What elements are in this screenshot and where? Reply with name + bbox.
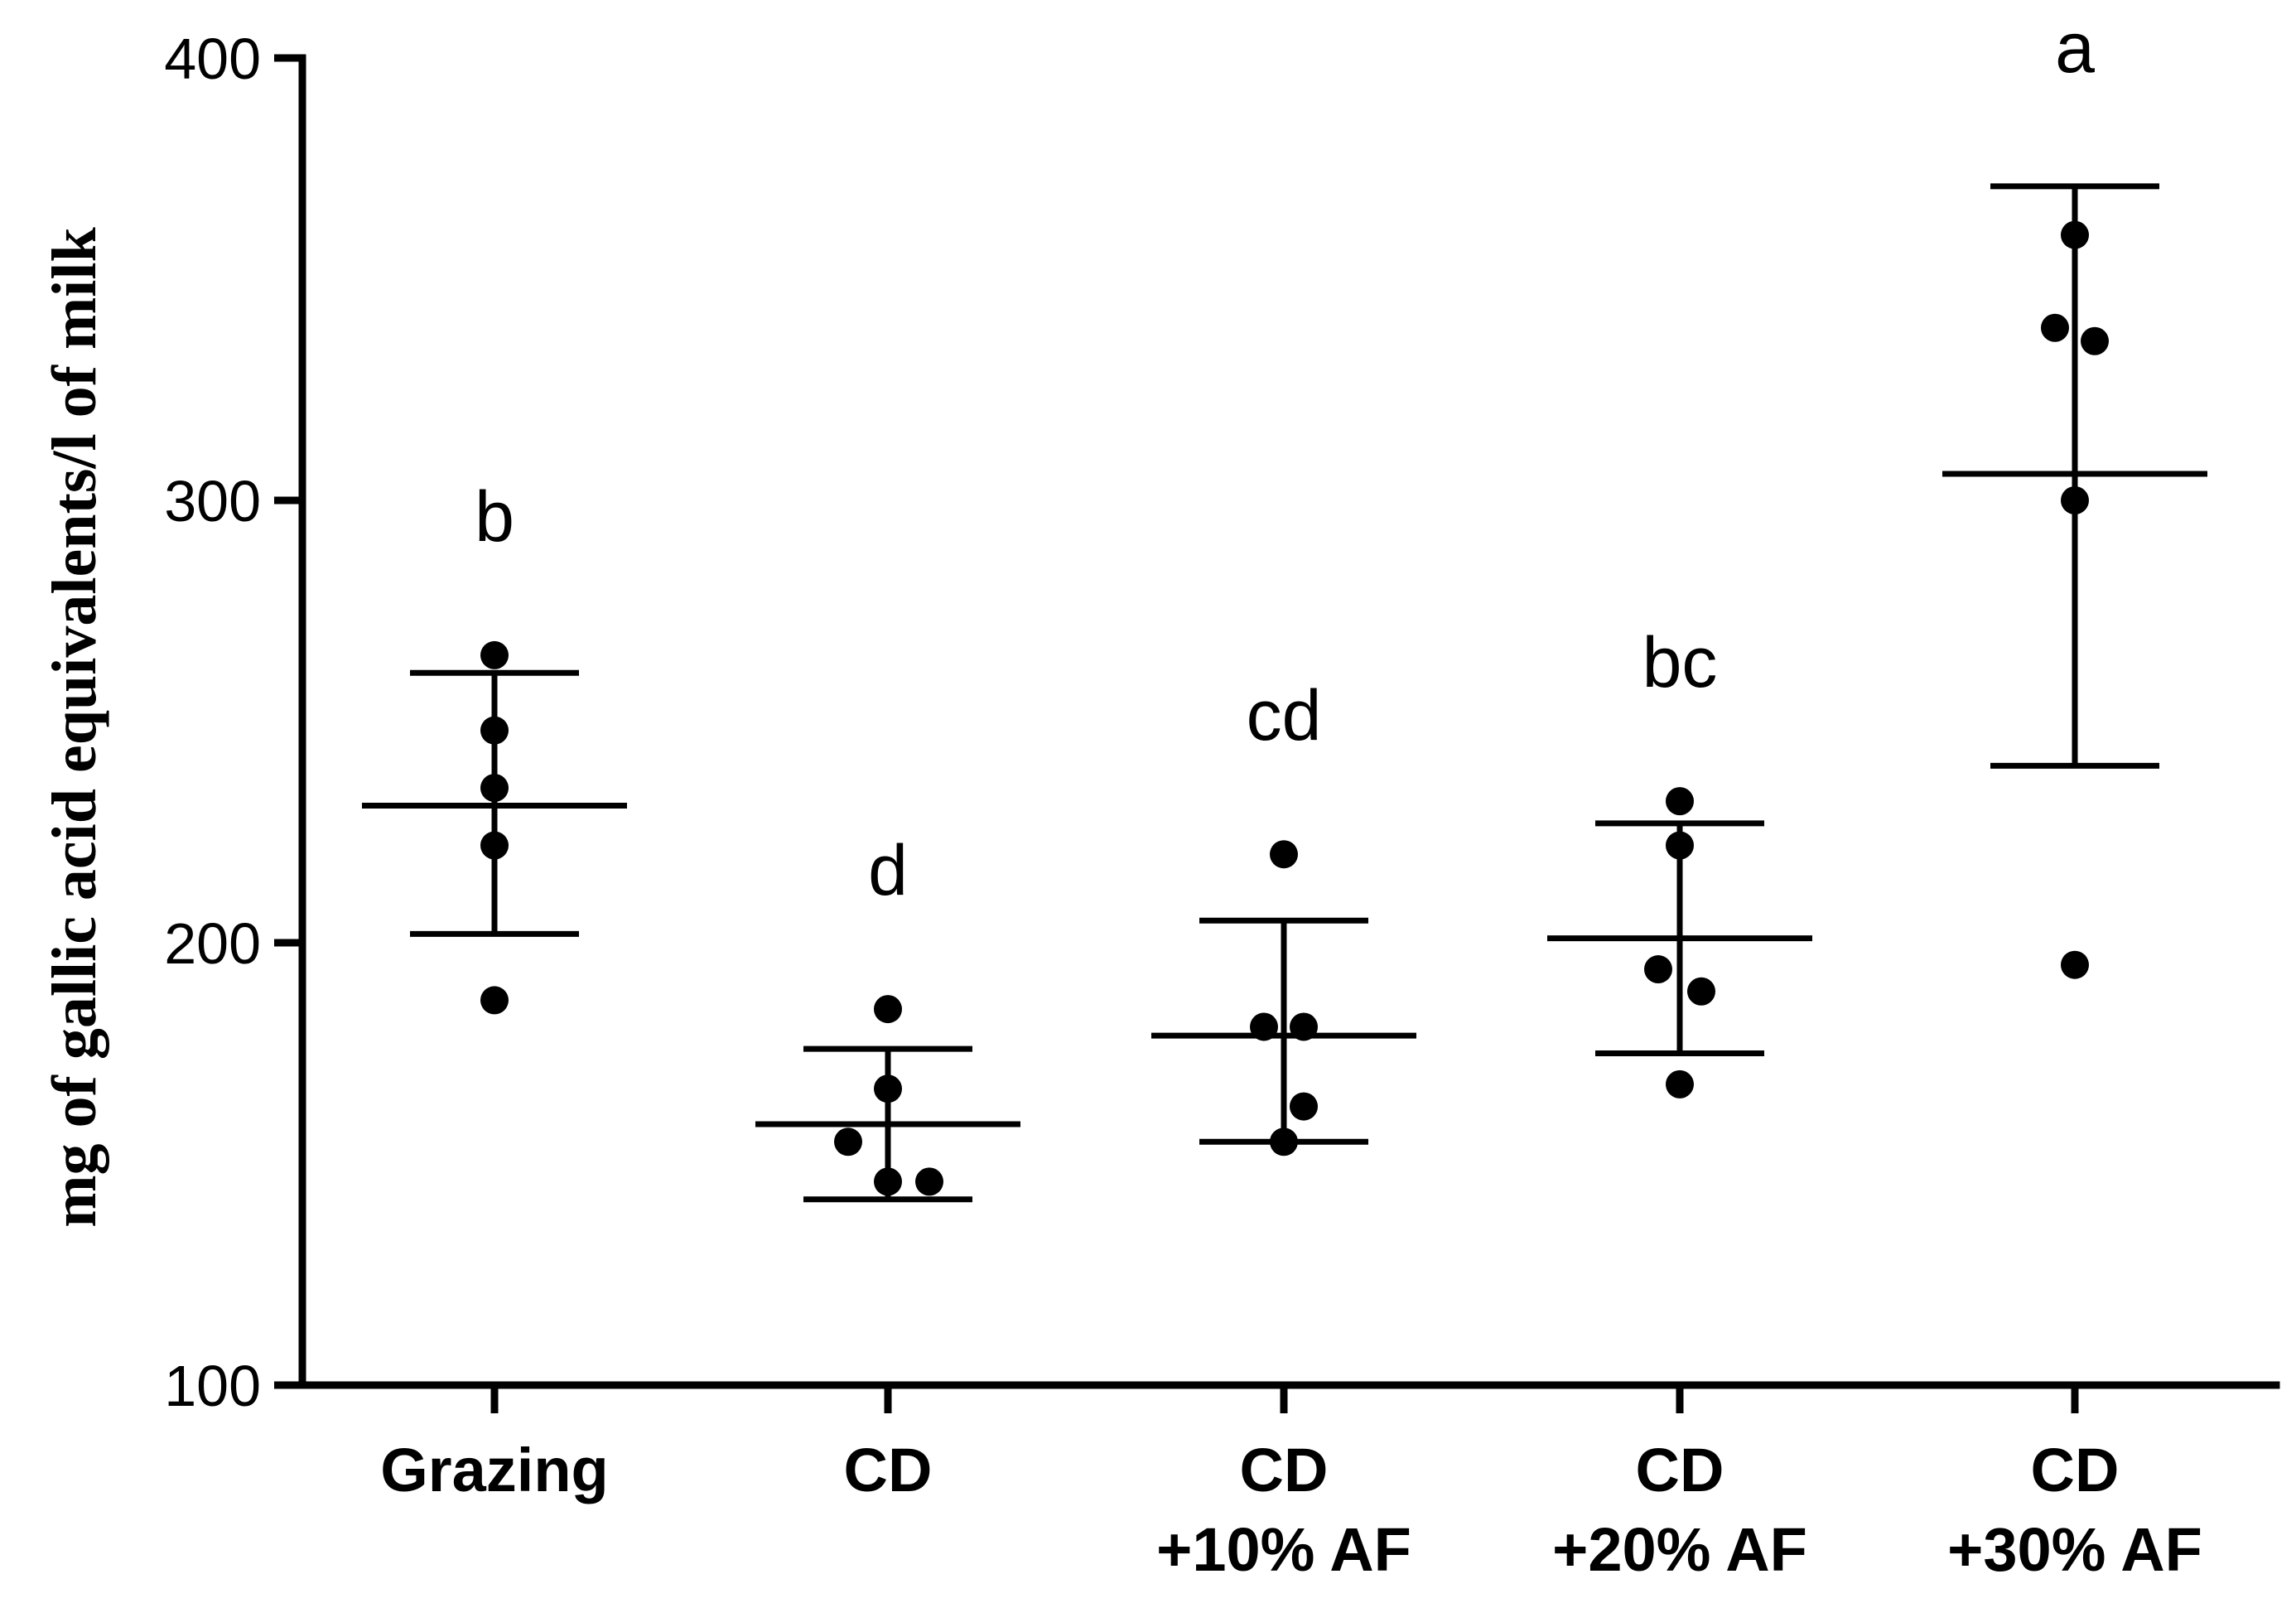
data-point	[1270, 1127, 1298, 1156]
data-point	[480, 774, 509, 803]
y-tick-label: 200	[164, 911, 261, 976]
significance-letter: a	[2055, 8, 2095, 88]
x-tick-label-line: +10% AF	[1156, 1515, 1411, 1584]
y-tick-label: 100	[164, 1354, 261, 1418]
data-point	[480, 640, 509, 669]
y-tick-label: 300	[164, 469, 261, 534]
significance-letter: d	[868, 831, 908, 910]
significance-letter: bc	[1642, 623, 1718, 703]
data-point	[2061, 220, 2089, 249]
x-tick-label-line: CD	[844, 1436, 933, 1504]
x-tick-label: CD +30% AF	[1947, 1436, 2202, 1584]
data-point	[874, 1074, 902, 1103]
data-point	[915, 1167, 943, 1196]
significance-letter: cd	[1247, 676, 1322, 756]
y-tick-label: 400	[164, 27, 261, 91]
x-tick-label-line: Grazing	[380, 1436, 608, 1504]
x-tick-label: Grazing	[380, 1436, 608, 1504]
data-point	[1250, 1012, 1278, 1041]
data-point	[1666, 831, 1694, 860]
data-point	[2061, 486, 2089, 514]
x-tick-label: CD +20% AF	[1552, 1436, 1807, 1584]
data-point	[1666, 787, 1694, 816]
x-tick-label-line: CD	[2031, 1436, 2120, 1504]
data-point	[1290, 1092, 1318, 1121]
data-point	[480, 831, 509, 860]
x-tick-label-line: CD	[1636, 1436, 1724, 1504]
group-2: d	[755, 831, 1020, 1203]
data-point	[874, 1167, 902, 1196]
y-axis-title: mg of gallic acid equivalents/l of milk	[40, 227, 109, 1228]
data-point	[1644, 955, 1672, 984]
data-point	[874, 995, 902, 1024]
data-point	[2081, 326, 2109, 355]
plot-area: b d cd bc a	[362, 8, 2207, 1203]
x-tick-label: CD	[844, 1436, 933, 1504]
data-point	[2041, 313, 2069, 342]
data-point	[1666, 1069, 1694, 1098]
data-point	[1687, 977, 1715, 1006]
group-4: bc	[1547, 623, 1812, 1098]
data-point	[480, 716, 509, 745]
data-point	[2061, 950, 2089, 979]
x-tick-label: CD +10% AF	[1156, 1436, 1411, 1584]
x-tick-label-line: +30% AF	[1947, 1515, 2202, 1584]
data-point	[480, 986, 509, 1015]
x-tick-label-line: +20% AF	[1552, 1515, 1807, 1584]
group-3: cd	[1151, 676, 1416, 1156]
group-1: b	[362, 477, 627, 1015]
data-point	[834, 1127, 862, 1156]
significance-letter: b	[475, 477, 514, 557]
group-5: a	[1942, 8, 2207, 979]
x-tick-label-line: CD	[1240, 1436, 1329, 1504]
data-point	[1270, 840, 1298, 869]
data-point	[1290, 1012, 1318, 1041]
